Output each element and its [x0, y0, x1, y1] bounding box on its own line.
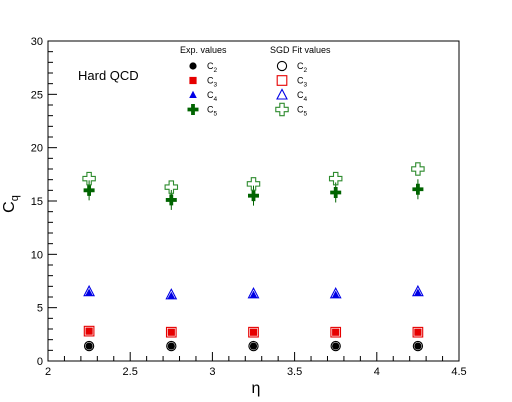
y-tick-label: 20: [31, 143, 43, 155]
point-exp-c2-4: [414, 342, 422, 350]
legend-label-exp-c2: C2: [207, 61, 218, 74]
point-fit-c3-4: [412, 326, 424, 338]
y-axis-label-sub: q: [9, 195, 21, 201]
point-exp-c2-2: [249, 342, 258, 350]
y-tick-label: 15: [31, 196, 43, 208]
point-fit-c4-4: [411, 284, 424, 297]
legend-header-exp: Exp. values: [180, 45, 227, 55]
legend-label-exp-c3: C3: [207, 76, 218, 89]
x-tick-label: 4.5: [451, 366, 466, 378]
point-fit-c2-1: [166, 340, 177, 352]
point-exp-c4-2: [249, 290, 258, 298]
legend-marker-exp-c2: [189, 62, 197, 70]
legend-label-fit-c5: C5: [297, 105, 308, 118]
point-exp-c3-1: [167, 328, 175, 336]
y-axis-label-main: C: [1, 201, 18, 213]
point-fit-c4-2: [247, 287, 260, 299]
svg-text:Cq: Cq: [1, 195, 21, 213]
point-fit-c2-2: [248, 340, 259, 352]
point-exp-c4-3: [331, 290, 340, 298]
point-exp-c3-3: [332, 328, 340, 336]
point-exp-c4-4: [414, 288, 422, 296]
point-exp-c5-3: [330, 186, 342, 198]
legend-label-sub: 2: [304, 67, 308, 74]
x-tick-label: 3: [209, 366, 215, 378]
legend-marker-fit-c4: [276, 88, 288, 100]
point-fit-c3-1: [165, 326, 177, 338]
point-fit-c2-3: [330, 340, 341, 352]
point-fit-c5-4: [411, 162, 425, 176]
legend-label-sub: 5: [304, 111, 308, 118]
y-tick-label: 5: [37, 303, 43, 315]
legend-marker-fit-c3: [276, 75, 288, 86]
point-exp-c5-0: [83, 184, 95, 196]
x-axis-label: η: [252, 380, 261, 397]
point-exp-c3-2: [249, 328, 258, 336]
legend-label-fit-c3: C3: [297, 76, 308, 89]
point-fit-c5-2: [246, 177, 261, 191]
data-marks: [82, 162, 425, 352]
y-tick-label: 10: [31, 249, 43, 261]
point-fit-c4-0: [83, 284, 96, 297]
x-tick-label: 4: [374, 366, 380, 378]
legend-label-fit-c2: C2: [297, 61, 308, 74]
legend-label-sub: 2: [214, 67, 218, 74]
legend-marker-exp-c5: [187, 104, 199, 115]
point-fit-c4-3: [329, 287, 342, 299]
point-fit-c5-1: [164, 180, 179, 194]
point-exp-c3-4: [414, 328, 422, 336]
legend-label-exp-c5: C5: [207, 105, 218, 118]
legend-marker-fit-c2: [276, 60, 288, 72]
point-exp-c2-0: [85, 342, 93, 350]
legend-label-sub: 3: [304, 82, 308, 89]
point-exp-c5-1: [165, 194, 177, 206]
legend-label-exp-c4: C4: [207, 90, 218, 103]
point-exp-c3-0: [85, 327, 93, 335]
x-tick-label: 2: [45, 366, 51, 378]
legend-label-fit-c4: C4: [297, 90, 308, 103]
point-fit-c2-4: [412, 340, 424, 352]
point-exp-c5-2: [248, 190, 259, 202]
y-tick-label: 0: [37, 356, 43, 368]
y-tick-label: 25: [31, 89, 43, 101]
legend-marker-fit-c5: [275, 102, 289, 117]
point-exp-c5-4: [412, 183, 424, 195]
x-tick-label: 2.5: [123, 366, 138, 378]
legend-marker-exp-c3: [189, 76, 197, 85]
point-exp-c2-3: [332, 342, 340, 350]
legend-header-fit: SGD Fit values: [270, 45, 331, 55]
point-exp-c2-1: [167, 342, 175, 350]
legend-label-sub: 4: [214, 96, 218, 103]
legend: Exp. values SGD Fit valuesC2C3C4C5C2C3C4C…: [180, 45, 331, 118]
legend-label-sub: 5: [214, 111, 218, 118]
annotation-hard-qcd: Hard QCD: [78, 68, 139, 83]
point-fit-c3-3: [330, 326, 342, 338]
point-fit-c4-1: [165, 288, 178, 300]
point-exp-c4-0: [85, 288, 93, 296]
y-tick-label: 30: [31, 36, 43, 48]
point-exp-c4-1: [167, 291, 176, 299]
legend-marker-exp-c4: [189, 90, 197, 98]
x-tick-label: 3.5: [287, 366, 302, 378]
legend-label-sub: 3: [214, 82, 218, 89]
point-fit-c5-0: [82, 171, 96, 186]
point-fit-c5-3: [328, 171, 343, 186]
legend-label-sub: 4: [304, 96, 308, 103]
point-fit-c3-0: [83, 325, 95, 337]
point-fit-c2-0: [83, 340, 95, 352]
point-fit-c3-2: [248, 326, 259, 338]
y-axis-label: Cq: [1, 195, 21, 213]
